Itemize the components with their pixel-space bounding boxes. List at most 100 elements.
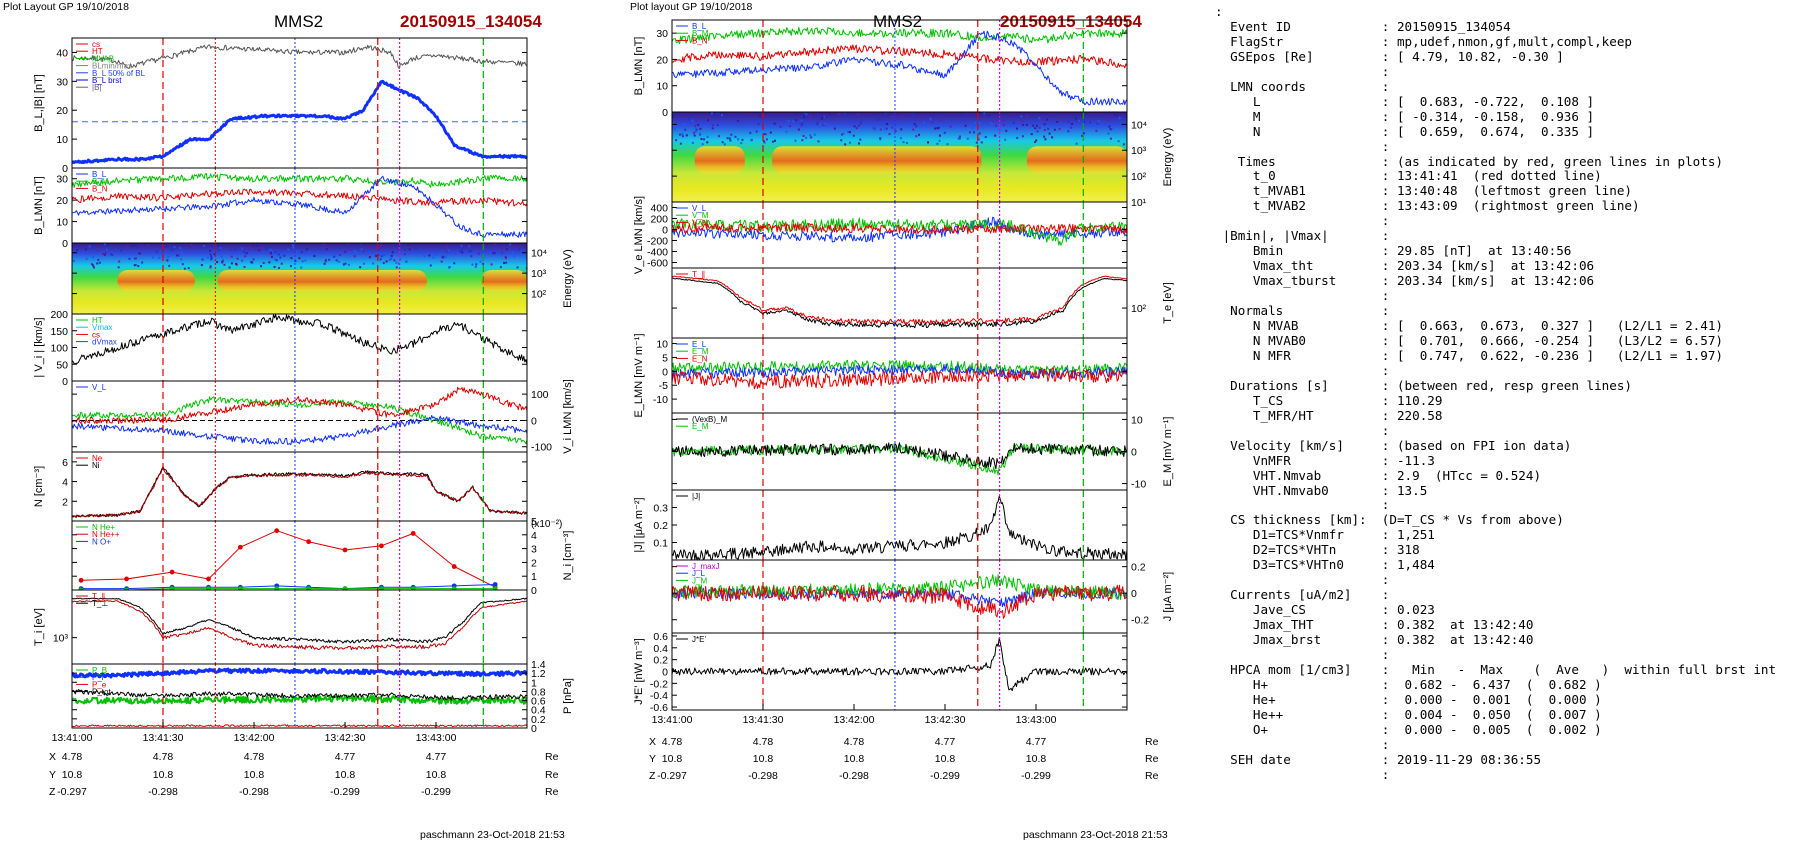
- spectrogram-pixel: [730, 133, 733, 136]
- spectrogram-pixel: [379, 258, 382, 261]
- legend-label: P_e: [92, 680, 107, 689]
- spectrogram-pixel: [723, 143, 726, 146]
- spectrogram-pixel: [1070, 126, 1073, 129]
- spectrogram-pixel: [388, 258, 391, 261]
- spectrogram-pixel: [1065, 123, 1068, 126]
- spectrogram-pixel: [1005, 129, 1008, 132]
- spectrogram-pixel: [915, 125, 918, 128]
- position-value: 10.8: [62, 769, 83, 781]
- spectrogram-pixel: [1110, 137, 1113, 140]
- spectrogram-pixel: [429, 264, 432, 267]
- spectrogram-pixel: [479, 260, 482, 263]
- legend-label: Ne: [92, 454, 103, 463]
- spectrogram-pixel: [816, 122, 819, 125]
- y-tick-label: 100: [50, 343, 68, 355]
- spectrogram-pixel: [490, 263, 493, 266]
- spectrogram-pixel: [90, 263, 93, 266]
- spectrogram-pixel: [492, 252, 495, 255]
- spectrogram-pixel: [902, 141, 905, 144]
- spectrogram-pixel: [252, 244, 255, 247]
- y-tick-label: 10⁴: [1131, 119, 1147, 131]
- panel-plot-area: [72, 314, 527, 381]
- spectrogram-pixel: [741, 138, 744, 141]
- y-tick-label: 10²: [1131, 171, 1147, 183]
- spectrogram-pixel: [1035, 124, 1038, 127]
- y-axis-label: | V_i | [km/s]: [33, 317, 45, 377]
- spectrogram-pixel: [848, 131, 851, 134]
- spectrogram-pixel: [891, 126, 894, 129]
- y-tick-label: 10: [656, 81, 668, 93]
- legend-label: P_B: [92, 666, 107, 675]
- y-tick-label: 200: [50, 309, 68, 321]
- spectrogram-pixel: [503, 262, 506, 265]
- y-tick-label: 0.6: [653, 631, 668, 643]
- spectrogram-pixel: [1038, 117, 1041, 120]
- spectrogram-pixel: [379, 244, 382, 247]
- y-tick-label: 0.2: [653, 655, 668, 667]
- series-line: [672, 26, 1127, 45]
- position-value: -0.298: [239, 786, 269, 798]
- position-value: 4.78: [62, 751, 83, 763]
- position-value: -0.298: [748, 770, 778, 782]
- series-marker: [306, 539, 311, 545]
- spectrogram-pixel: [248, 248, 251, 251]
- y-axis-label: J*E' [nW m⁻³]: [633, 638, 645, 705]
- spectrogram-pixel: [681, 135, 684, 138]
- series-line: [72, 600, 527, 651]
- spectrogram-pixel: [306, 248, 309, 251]
- spectrogram-pixel: [701, 143, 704, 146]
- spectrogram-pixel: [270, 255, 273, 258]
- y-tick-label: 20: [656, 54, 668, 66]
- spectrogram-pixel: [1053, 128, 1056, 131]
- y-axis-label: B_L,|B| [nT]: [33, 74, 45, 132]
- spectrogram-pixel: [106, 243, 109, 246]
- spectrogram-pixel: [395, 266, 398, 269]
- event-label: 20150915_134054: [1000, 12, 1142, 31]
- spectrogram-pixel: [789, 125, 792, 128]
- spectrogram-pixel: [675, 139, 678, 142]
- series-marker: [451, 564, 457, 569]
- spectrogram-pixel: [816, 121, 819, 124]
- x-tick-label: 13:41:30: [743, 714, 784, 726]
- spectrogram-pixel: [256, 245, 259, 248]
- legend-label: Vmax: [92, 323, 112, 332]
- spectrogram-pixel: [177, 254, 180, 257]
- spectrogram-pixel: [274, 251, 277, 254]
- y-axis-label: N_i [cm⁻³]: [562, 531, 574, 581]
- spectrogram-pixel: [209, 266, 212, 269]
- spectrogram-pixel: [287, 248, 290, 251]
- spectrogram-pixel: [260, 265, 263, 268]
- legend-label: V_M: [692, 211, 709, 220]
- spectrogram-pixel: [728, 137, 731, 140]
- series-line: [72, 175, 527, 238]
- spectrogram-pixel: [474, 265, 477, 268]
- spectrogram-pixel: [672, 115, 675, 118]
- spectrogram-pixel: [695, 119, 698, 122]
- spectrogram-pixel: [802, 134, 805, 137]
- position-unit: Re: [545, 769, 559, 781]
- spectrogram-pixel: [1083, 121, 1086, 124]
- spectrogram-pixel: [414, 247, 417, 250]
- spectrogram-pixel: [857, 142, 860, 145]
- y-tick-label: 40: [56, 47, 68, 59]
- spectrogram-pixel: [459, 250, 462, 253]
- spectrogram-pixel: [167, 255, 170, 258]
- spectrogram-pixel: [984, 136, 987, 139]
- spectrogram-pixel: [1025, 115, 1028, 118]
- series-marker: [169, 569, 175, 575]
- spectrogram-pixel: [1032, 124, 1035, 127]
- spectrogram-pixel: [821, 116, 824, 119]
- panel-plot-area: [72, 38, 527, 168]
- spectrogram-pixel: [270, 251, 273, 254]
- spectrogram-pixel: [977, 138, 980, 141]
- event-summary-text: : Event ID : 20150915_134054 FlagStr : m…: [1215, 4, 1777, 782]
- spectrogram-pixel: [929, 117, 932, 120]
- spectrogram-pixel: [499, 266, 502, 269]
- y-tick-label: 400: [650, 203, 668, 215]
- legend-label: |J|: [692, 492, 700, 501]
- spectrogram-pixel: [946, 143, 949, 146]
- spectrogram-pixel: [335, 259, 338, 262]
- y-tick-label: 0.2: [531, 714, 546, 726]
- y-tick-label: 30: [56, 174, 68, 186]
- spectrogram-pixel: [856, 113, 859, 116]
